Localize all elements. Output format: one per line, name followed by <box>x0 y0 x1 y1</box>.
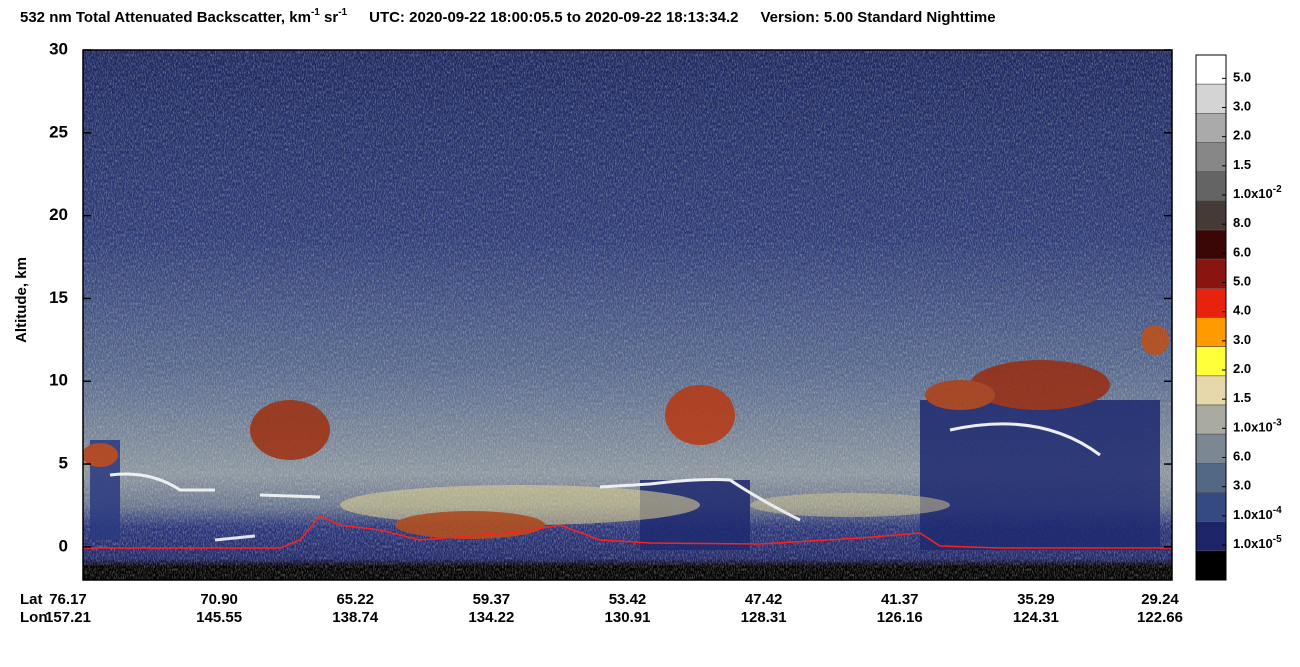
y-tick-label: 20 <box>49 205 68 224</box>
colorbar-label: 2.0 <box>1233 361 1251 376</box>
x-tick-label: 157.21 <box>45 609 91 626</box>
title-superscript: -1 <box>311 7 320 18</box>
x-tick-label: 76.17 <box>49 591 87 608</box>
colorbar-swatch <box>1195 375 1227 406</box>
title-part: 532 nm Total Attenuated Backscatter, km <box>20 9 311 26</box>
colorbar-swatch <box>1195 258 1227 289</box>
x-tick-label: 134.22 <box>468 609 514 626</box>
colorbar-label-text: 6.0 <box>1233 449 1251 464</box>
colorbar-label-text: 8.0 <box>1233 216 1251 231</box>
colorbar-label-text: 2.0 <box>1233 128 1251 143</box>
colorbar-label: 2.0 <box>1233 128 1251 143</box>
colorbar-swatch <box>1195 142 1227 172</box>
colorbar-label: 3.0 <box>1233 99 1251 114</box>
title-part: UTC: 2020-09-22 18:00:05.5 to 2020-09-22… <box>369 9 738 26</box>
colorbar-label-text: 1.0x10 <box>1233 186 1273 201</box>
colorbar-label: 1.0x10-3 <box>1233 417 1282 435</box>
x-tick-label: 53.42 <box>609 591 647 608</box>
x-tick-label: 126.16 <box>877 609 923 626</box>
colorbar-label-text: 5.0 <box>1233 70 1251 85</box>
colorbar-label-exp: -4 <box>1273 504 1282 515</box>
plot-frame <box>82 49 1173 581</box>
colorbar-swatch <box>1195 346 1227 377</box>
x-tick-label: 41.37 <box>881 591 919 608</box>
colorbar-swatch <box>1195 171 1227 202</box>
colorbar-swatch <box>1195 113 1227 143</box>
colorbar-label: 1.0x10-4 <box>1233 504 1282 522</box>
colorbar-label-text: 1.0x10 <box>1233 507 1273 522</box>
colorbar-label: 1.0x10-5 <box>1233 534 1282 552</box>
colorbar-swatch <box>1195 54 1227 85</box>
colorbar-label-exp: -5 <box>1273 534 1282 545</box>
colorbar-label: 5.0 <box>1233 274 1251 289</box>
colorbar-label: 8.0 <box>1233 216 1251 231</box>
x-tick-label: 29.24 <box>1141 591 1179 608</box>
colorbar-swatch <box>1195 83 1227 114</box>
colorbar-swatch <box>1195 492 1227 522</box>
x-tick-label: 70.90 <box>200 591 238 608</box>
y-axis-label: Altitude, km <box>13 257 30 343</box>
colorbar-label: 3.0 <box>1233 332 1251 347</box>
colorbar-swatch <box>1195 550 1227 581</box>
colorbar-label-text: 1.5 <box>1233 391 1251 406</box>
colorbar-label: 1.0x10-2 <box>1233 184 1282 202</box>
colorbar-swatch <box>1195 200 1227 231</box>
y-tick-label: 30 <box>49 39 68 58</box>
colorbar-swatch <box>1195 433 1227 464</box>
colorbar-label: 5.0 <box>1233 70 1251 85</box>
title-part: Version: 5.00 Standard Nighttime <box>761 9 996 26</box>
colorbar-label-text: 2.0 <box>1233 361 1251 376</box>
colorbar-label-text: 5.0 <box>1233 274 1251 289</box>
colorbar-frame <box>1195 54 1227 581</box>
x-tick-label: 122.66 <box>1137 609 1183 626</box>
colorbar-swatch <box>1195 229 1227 260</box>
x-tick-label: 128.31 <box>741 609 787 626</box>
x-tick-label: 130.91 <box>605 609 651 626</box>
x-tick-label: 59.37 <box>473 591 511 608</box>
colorbar-label: 4.0 <box>1233 303 1251 318</box>
x-tick-label: 47.42 <box>745 591 783 608</box>
x-tick-label: 138.74 <box>332 609 379 626</box>
colorbar-label: 6.0 <box>1233 449 1251 464</box>
x-row-name: Lon <box>20 609 48 626</box>
colorbar-swatch <box>1195 317 1227 347</box>
title-part: sr <box>320 9 339 26</box>
colorbar-label: 6.0 <box>1233 245 1251 260</box>
y-tick-label: 25 <box>49 122 68 141</box>
x-tick-label: 124.31 <box>1013 609 1059 626</box>
colorbar-swatch <box>1195 288 1227 318</box>
backscatter-image <box>83 50 1172 580</box>
y-tick-label: 5 <box>59 454 68 473</box>
colorbar-label-text: 3.0 <box>1233 99 1251 114</box>
chart-title: 532 nm Total Attenuated Backscatter, km-… <box>20 7 996 26</box>
colorbar-label-text: 3.0 <box>1233 478 1251 493</box>
colorbar-label: 3.0 <box>1233 478 1251 493</box>
colorbar-label: 1.5 <box>1233 157 1251 172</box>
colorbar-label-exp: -2 <box>1273 184 1282 195</box>
x-tick-label: 145.55 <box>196 609 242 626</box>
y-tick-label: 15 <box>49 288 68 307</box>
colorbar-label: 1.5 <box>1233 391 1251 406</box>
y-tick-label: 0 <box>59 536 68 555</box>
y-tick-label: 10 <box>49 371 68 390</box>
x-tick-label: 65.22 <box>336 591 374 608</box>
colorbar-label-text: 1.0x10 <box>1233 536 1273 551</box>
x-row-name: Lat <box>20 591 43 608</box>
colorbar-label-exp: -3 <box>1273 417 1282 428</box>
title-superscript: -1 <box>338 7 347 18</box>
colorbar-label-text: 1.5 <box>1233 157 1251 172</box>
colorbar-swatch <box>1195 463 1227 493</box>
x-tick-label: 35.29 <box>1017 591 1055 608</box>
colorbar-label-text: 4.0 <box>1233 303 1251 318</box>
colorbar-label-text: 3.0 <box>1233 332 1251 347</box>
colorbar-label-text: 6.0 <box>1233 245 1251 260</box>
colorbar-swatch <box>1195 521 1227 552</box>
colorbar-label-text: 1.0x10 <box>1233 420 1273 435</box>
colorbar-swatch <box>1195 404 1227 435</box>
